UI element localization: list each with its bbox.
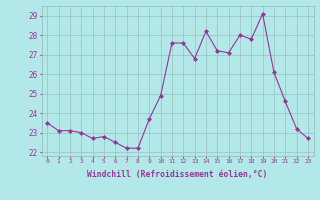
X-axis label: Windchill (Refroidissement éolien,°C): Windchill (Refroidissement éolien,°C): [87, 170, 268, 179]
